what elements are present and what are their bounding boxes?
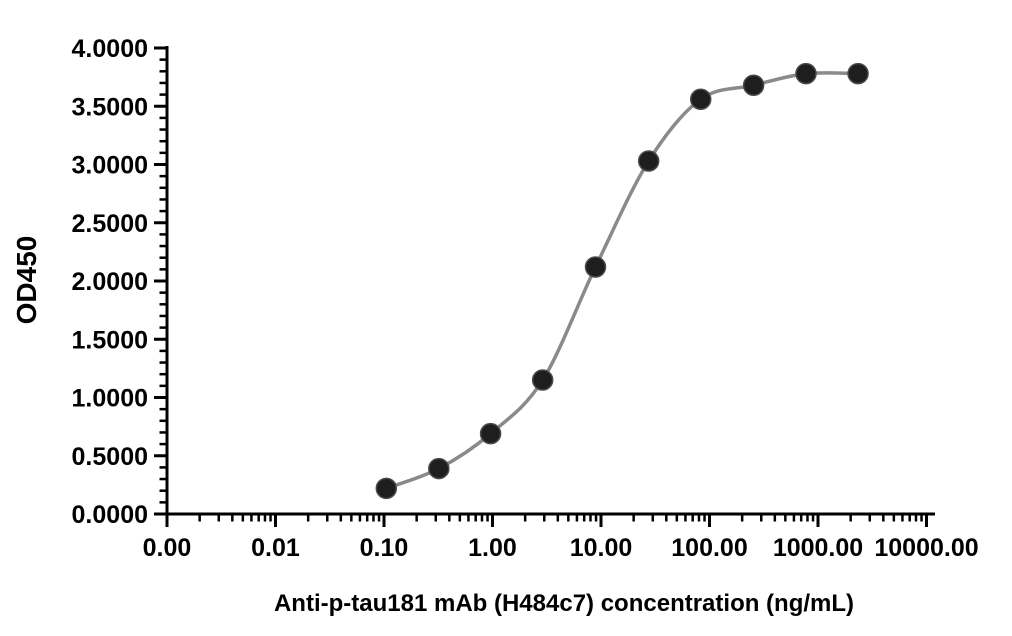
data-point bbox=[637, 150, 660, 172]
x-axis-title: Anti-p-tau181 mAb (H484c7) concentration… bbox=[274, 590, 854, 617]
y-tick-label: 1.0000 bbox=[72, 385, 148, 413]
x-tick-label: 100.00 bbox=[671, 534, 747, 562]
x-tick-label: 1000.00 bbox=[773, 534, 863, 562]
plot-layer bbox=[375, 62, 869, 500]
y-tick-label: 4.0000 bbox=[72, 35, 148, 63]
data-point bbox=[795, 62, 817, 85]
data-point bbox=[847, 62, 869, 85]
y-tick-label: 2.5000 bbox=[72, 210, 148, 238]
data-point bbox=[689, 88, 712, 111]
data-point bbox=[479, 422, 502, 445]
y-tick-label: 0.5000 bbox=[72, 443, 148, 471]
x-tick-label: 1.00 bbox=[468, 534, 517, 562]
y-tick-label: 2.0000 bbox=[72, 268, 148, 296]
dose-response-curve bbox=[384, 71, 860, 491]
x-tick-label: 10000.00 bbox=[874, 534, 978, 562]
y-tick-label: 3.0000 bbox=[72, 152, 148, 180]
y-tick-label: 0.0000 bbox=[72, 501, 148, 529]
data-point bbox=[375, 477, 398, 500]
x-tick-label: 0.10 bbox=[360, 534, 409, 562]
y-tick-label: 1.5000 bbox=[72, 326, 148, 354]
y-tick-label: 3.5000 bbox=[72, 93, 148, 121]
x-tick-label: 0.01 bbox=[251, 534, 300, 562]
data-point bbox=[428, 457, 450, 480]
data-point bbox=[742, 74, 765, 97]
x-tick-label: 10.00 bbox=[570, 534, 633, 562]
axes-layer: 0.0000 0.5000 1.0000 1.5000 2.0000 2.5000 3.00… bbox=[72, 35, 979, 562]
data-point bbox=[584, 256, 607, 278]
y-axis-title: OD450 bbox=[11, 236, 42, 325]
x-tick-label: 0.00 bbox=[143, 534, 192, 562]
data-point bbox=[531, 369, 554, 391]
